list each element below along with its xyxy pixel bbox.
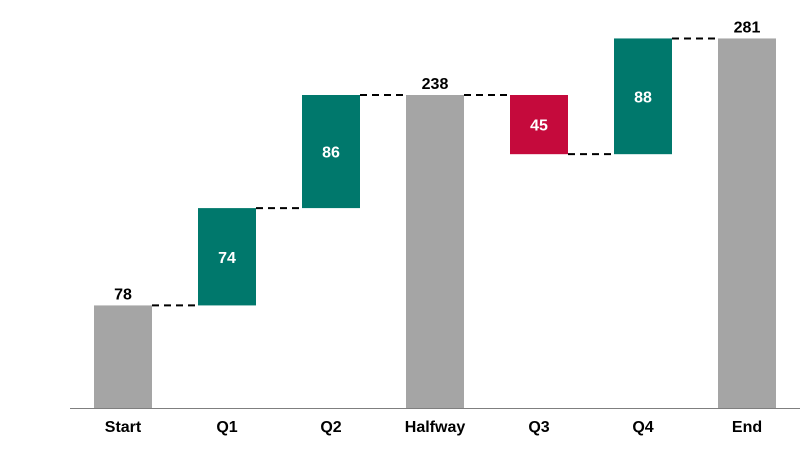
x-tick-label: End bbox=[732, 419, 762, 436]
data-label: 78 bbox=[114, 286, 132, 303]
bar-halfway bbox=[406, 95, 464, 408]
x-tick-label: Q3 bbox=[528, 419, 549, 436]
x-tick-label: Q2 bbox=[320, 419, 341, 436]
x-tick-label: Start bbox=[105, 419, 142, 436]
bar-q1 bbox=[198, 208, 256, 306]
x-tick-label: Q1 bbox=[216, 419, 237, 436]
bar-q2 bbox=[302, 95, 360, 209]
bar-start bbox=[94, 305, 152, 408]
data-label: 86 bbox=[322, 145, 340, 162]
data-label: 74 bbox=[218, 250, 236, 267]
data-label: 281 bbox=[734, 19, 761, 36]
x-tick-label: Q4 bbox=[632, 419, 653, 436]
bar-q4 bbox=[614, 38, 672, 155]
bar-end bbox=[718, 38, 776, 408]
data-label: 45 bbox=[530, 118, 548, 135]
x-tick-label: Halfway bbox=[405, 419, 466, 436]
data-label: 88 bbox=[634, 89, 652, 106]
bar-q3 bbox=[510, 95, 568, 155]
data-label: 238 bbox=[422, 76, 449, 93]
